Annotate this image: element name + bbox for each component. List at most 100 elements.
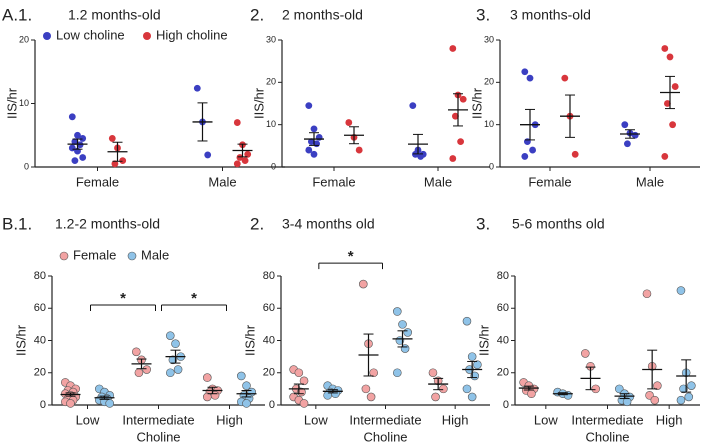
data-point bbox=[467, 392, 477, 402]
data-point bbox=[345, 119, 353, 126]
legend-marker bbox=[59, 251, 69, 261]
y-tick-label: 0 bbox=[489, 161, 494, 171]
x-tick-label: Low bbox=[304, 412, 328, 427]
data-point bbox=[166, 331, 175, 340]
data-point bbox=[621, 121, 629, 129]
data-point bbox=[666, 53, 674, 61]
data-point bbox=[462, 316, 472, 326]
chart-title: 1.2-2 months-old bbox=[55, 216, 160, 232]
x-axis-label: Choline bbox=[136, 429, 180, 444]
data-point bbox=[676, 395, 686, 405]
data-point bbox=[661, 45, 669, 52]
legend-marker bbox=[43, 32, 51, 40]
data-point bbox=[74, 131, 81, 139]
data-point bbox=[687, 381, 696, 390]
y-axis-label: IIS/hr bbox=[251, 87, 266, 119]
data-point bbox=[369, 368, 379, 378]
chart-title: 1.2 months-old bbox=[68, 7, 161, 23]
x-tick-label: Male bbox=[636, 174, 664, 189]
data-point bbox=[526, 74, 534, 82]
y-tick-label: 0 bbox=[271, 161, 276, 171]
data-point bbox=[241, 157, 249, 165]
data-point bbox=[403, 328, 413, 337]
data-point bbox=[134, 368, 144, 378]
y-axis-label: IIS/hr bbox=[242, 324, 257, 356]
y-tick-label: 20 bbox=[484, 77, 494, 87]
y-tick-label: 0 bbox=[269, 399, 275, 411]
data-point bbox=[571, 150, 579, 158]
panel-label: 2. bbox=[250, 214, 264, 233]
data-point bbox=[449, 155, 457, 162]
data-point bbox=[622, 397, 632, 407]
data-point bbox=[119, 157, 127, 165]
data-point bbox=[79, 135, 87, 142]
data-point bbox=[527, 389, 536, 399]
legend-label: Female bbox=[73, 247, 116, 262]
data-point bbox=[142, 365, 151, 374]
data-point bbox=[233, 119, 241, 126]
data-point bbox=[294, 368, 304, 378]
x-tick-label: Male bbox=[424, 174, 452, 189]
y-tick-label: 10 bbox=[266, 119, 276, 129]
data-point bbox=[669, 121, 676, 129]
chart-title: 3 months-old bbox=[510, 7, 591, 23]
data-point bbox=[580, 349, 590, 358]
panel-label: A.1. bbox=[2, 5, 32, 24]
data-point bbox=[529, 146, 536, 154]
data-point bbox=[203, 392, 212, 402]
panel-label: B.1. bbox=[2, 214, 32, 233]
significance-label: * bbox=[348, 248, 354, 265]
data-point bbox=[305, 146, 313, 154]
panel-label: 3. bbox=[476, 5, 490, 24]
x-tick-label: Intermediate bbox=[122, 412, 194, 427]
x-tick-label: Female bbox=[528, 174, 571, 189]
data-point bbox=[684, 392, 694, 402]
data-point bbox=[467, 352, 477, 361]
data-point bbox=[521, 68, 529, 76]
data-point bbox=[631, 131, 639, 139]
data-point bbox=[203, 373, 212, 382]
y-tick-label: 40 bbox=[263, 334, 275, 346]
x-tick-label: Male bbox=[208, 174, 236, 189]
y-tick-label: 20 bbox=[497, 367, 509, 379]
x-tick-label: Low bbox=[76, 412, 100, 427]
data-point bbox=[676, 286, 686, 295]
data-point bbox=[310, 150, 318, 158]
data-point bbox=[193, 84, 201, 92]
data-point bbox=[68, 113, 76, 121]
x-tick-label: High bbox=[442, 412, 469, 427]
chart-title: 5-6 months old bbox=[512, 216, 605, 232]
y-tick-label: 80 bbox=[34, 270, 46, 282]
y-tick-label: 60 bbox=[34, 302, 46, 314]
data-point bbox=[664, 100, 671, 107]
data-point bbox=[398, 320, 407, 329]
legend-label: Male bbox=[141, 247, 169, 262]
significance-label: * bbox=[120, 290, 126, 307]
legend-label: Low choline bbox=[56, 27, 125, 42]
y-tick-label: 40 bbox=[497, 334, 509, 346]
data-point bbox=[236, 154, 244, 161]
data-point bbox=[132, 347, 141, 357]
x-tick-label: Female bbox=[76, 174, 119, 189]
y-tick-label: 0 bbox=[40, 399, 46, 411]
y-tick-label: 20 bbox=[19, 34, 29, 44]
data-point bbox=[591, 384, 601, 394]
data-point bbox=[111, 160, 119, 168]
significance-label: * bbox=[191, 290, 197, 307]
data-point bbox=[233, 160, 241, 168]
y-tick-label: 30 bbox=[484, 34, 494, 44]
data-point bbox=[361, 384, 371, 394]
data-point bbox=[392, 307, 402, 316]
y-tick-label: 60 bbox=[263, 302, 275, 314]
data-point bbox=[166, 368, 175, 378]
data-point bbox=[392, 368, 402, 378]
data-point bbox=[173, 365, 183, 374]
y-axis-label: IIS/hr bbox=[4, 87, 19, 119]
y-tick-label: 30 bbox=[266, 34, 276, 44]
x-axis-label: Choline bbox=[585, 429, 629, 444]
data-point bbox=[105, 399, 114, 408]
y-tick-label: 20 bbox=[266, 77, 276, 87]
y-axis-label: IIS/hr bbox=[469, 87, 484, 119]
y-tick-label: 10 bbox=[484, 119, 494, 129]
